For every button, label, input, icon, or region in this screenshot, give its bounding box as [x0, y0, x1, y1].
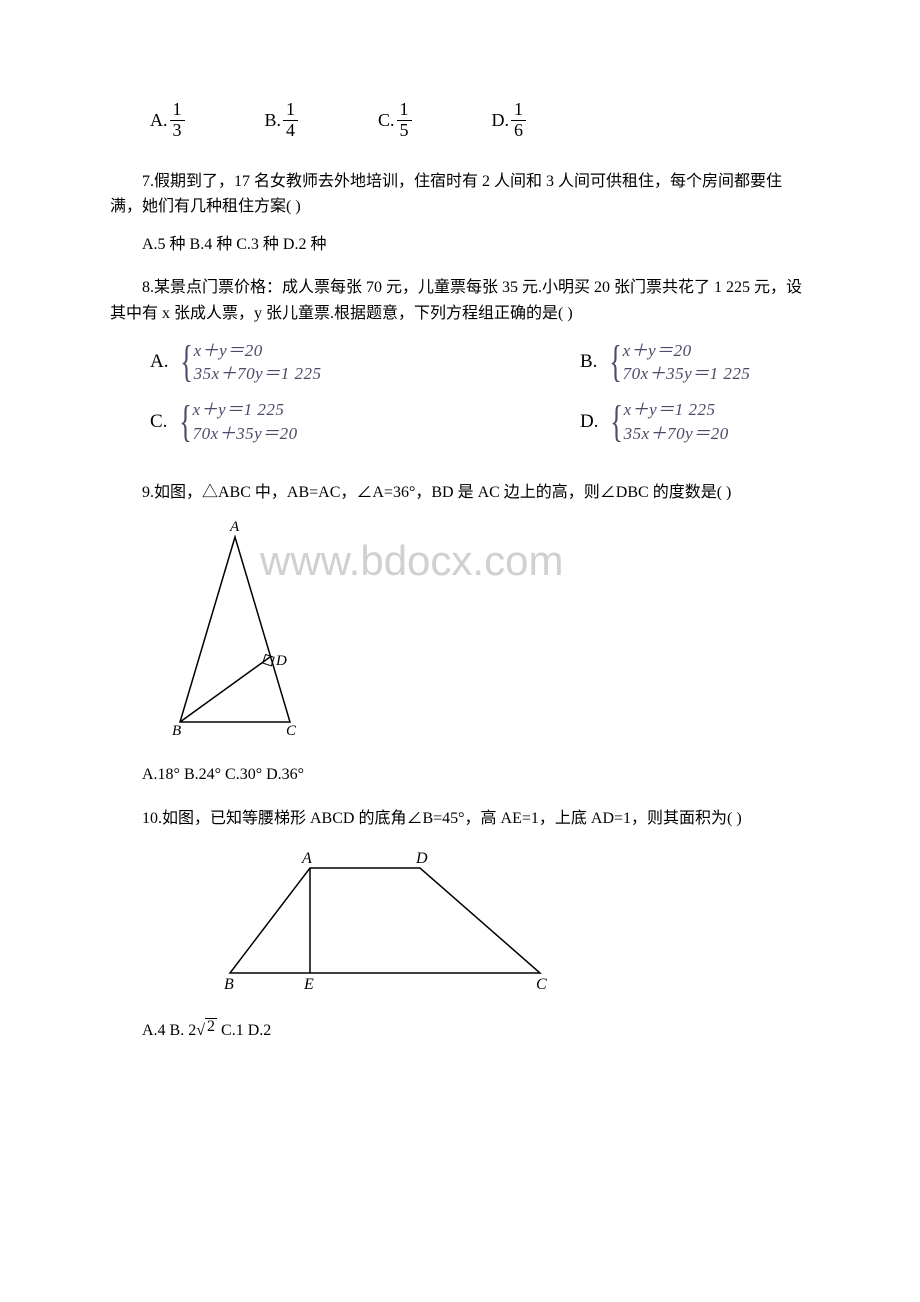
q8-d: D. { x＋y＝1 225 35x＋70y＝20 [480, 398, 810, 446]
opt-d: D. 1 6 [492, 100, 527, 141]
opt-b-label: B. [265, 106, 282, 135]
opt-c-fraction: 1 5 [397, 100, 412, 141]
svg-text:E: E [303, 976, 314, 993]
triangle-svg: A B C D [170, 517, 310, 737]
svg-text:A: A [229, 519, 240, 535]
opt-a: A. 1 3 [150, 100, 185, 141]
q8-d-system: x＋y＝1 225 35x＋70y＝20 [624, 398, 729, 446]
opt-c: C. 1 5 [378, 100, 412, 141]
q10-text: 10.如图，已知等腰梯形 ABCD 的底角∠B=45°，高 AE=1，上底 AD… [110, 806, 810, 832]
q10-sqrt: 2√2 [188, 1018, 217, 1044]
q8-equations: A. { x＋y＝20 35x＋70y＝1 225 B. { x＋y＝20 70… [110, 339, 810, 458]
q9-options: A.18° B.24° C.30° D.36° [110, 762, 810, 788]
q9-figure: A B C D [170, 517, 810, 746]
brace-icon: { [180, 400, 193, 444]
trapezoid-svg: A D B E C [220, 843, 560, 993]
opt-a-fraction: 1 3 [170, 100, 185, 141]
svg-text:C: C [286, 723, 297, 737]
q8-b-label: B. [580, 347, 597, 377]
q10-opts-pre: A.4 B. [142, 1022, 184, 1039]
q7-options: A.5 种 B.4 种 C.3 种 D.2 种 [110, 232, 810, 258]
opt-b-fraction: 1 4 [283, 100, 298, 141]
svg-text:D: D [275, 653, 287, 669]
opt-d-fraction: 1 6 [511, 100, 526, 141]
opt-b: B. 1 4 [265, 100, 299, 141]
brace-icon: { [610, 340, 623, 384]
brace-icon: { [611, 400, 624, 444]
q8-a-system: x＋y＝20 35x＋70y＝1 225 [194, 339, 322, 387]
q7-text: 7.假期到了，17 名女教师去外地培训，住宿时有 2 人间和 3 人间可供租住，… [110, 169, 810, 220]
q8-a: A. { x＋y＝20 35x＋70y＝1 225 [150, 339, 480, 387]
q8-c: C. { x＋y＝1 225 70x＋35y＝20 [150, 398, 480, 446]
q10-figure: A D B E C [220, 843, 810, 1002]
q10-opts-post: C.1 D.2 [221, 1022, 271, 1039]
q6-options: A. 1 3 B. 1 4 C. 1 5 D. 1 6 [110, 100, 810, 141]
q10-options: A.4 B. 2√2 C.1 D.2 [110, 1018, 810, 1044]
q9-text: 9.如图，△ABC 中，AB=AC，∠A=36°，BD 是 AC 边上的高，则∠… [110, 480, 810, 506]
q9-figure-wrap: www.bdocx.com A B C D [110, 517, 810, 746]
opt-d-label: D. [492, 106, 510, 135]
q8-c-system: x＋y＝1 225 70x＋35y＝20 [193, 398, 298, 446]
q8-c-label: C. [150, 407, 167, 437]
q8-text: 8.某景点门票价格：成人票每张 70 元，儿童票每张 35 元.小明买 20 张… [110, 275, 810, 326]
opt-a-label: A. [150, 106, 168, 135]
svg-text:A: A [301, 850, 312, 867]
q8-d-label: D. [580, 407, 598, 437]
svg-text:B: B [172, 723, 181, 737]
brace-icon: { [181, 340, 194, 384]
svg-text:B: B [224, 976, 234, 993]
q8-b: B. { x＋y＝20 70x＋35y＝1 225 [480, 339, 810, 387]
svg-text:C: C [536, 976, 547, 993]
q8-a-label: A. [150, 347, 168, 377]
q8-b-system: x＋y＝20 70x＋35y＝1 225 [623, 339, 751, 387]
opt-c-label: C. [378, 106, 395, 135]
sqrt-icon: √ [196, 1018, 205, 1044]
svg-text:D: D [415, 850, 428, 867]
